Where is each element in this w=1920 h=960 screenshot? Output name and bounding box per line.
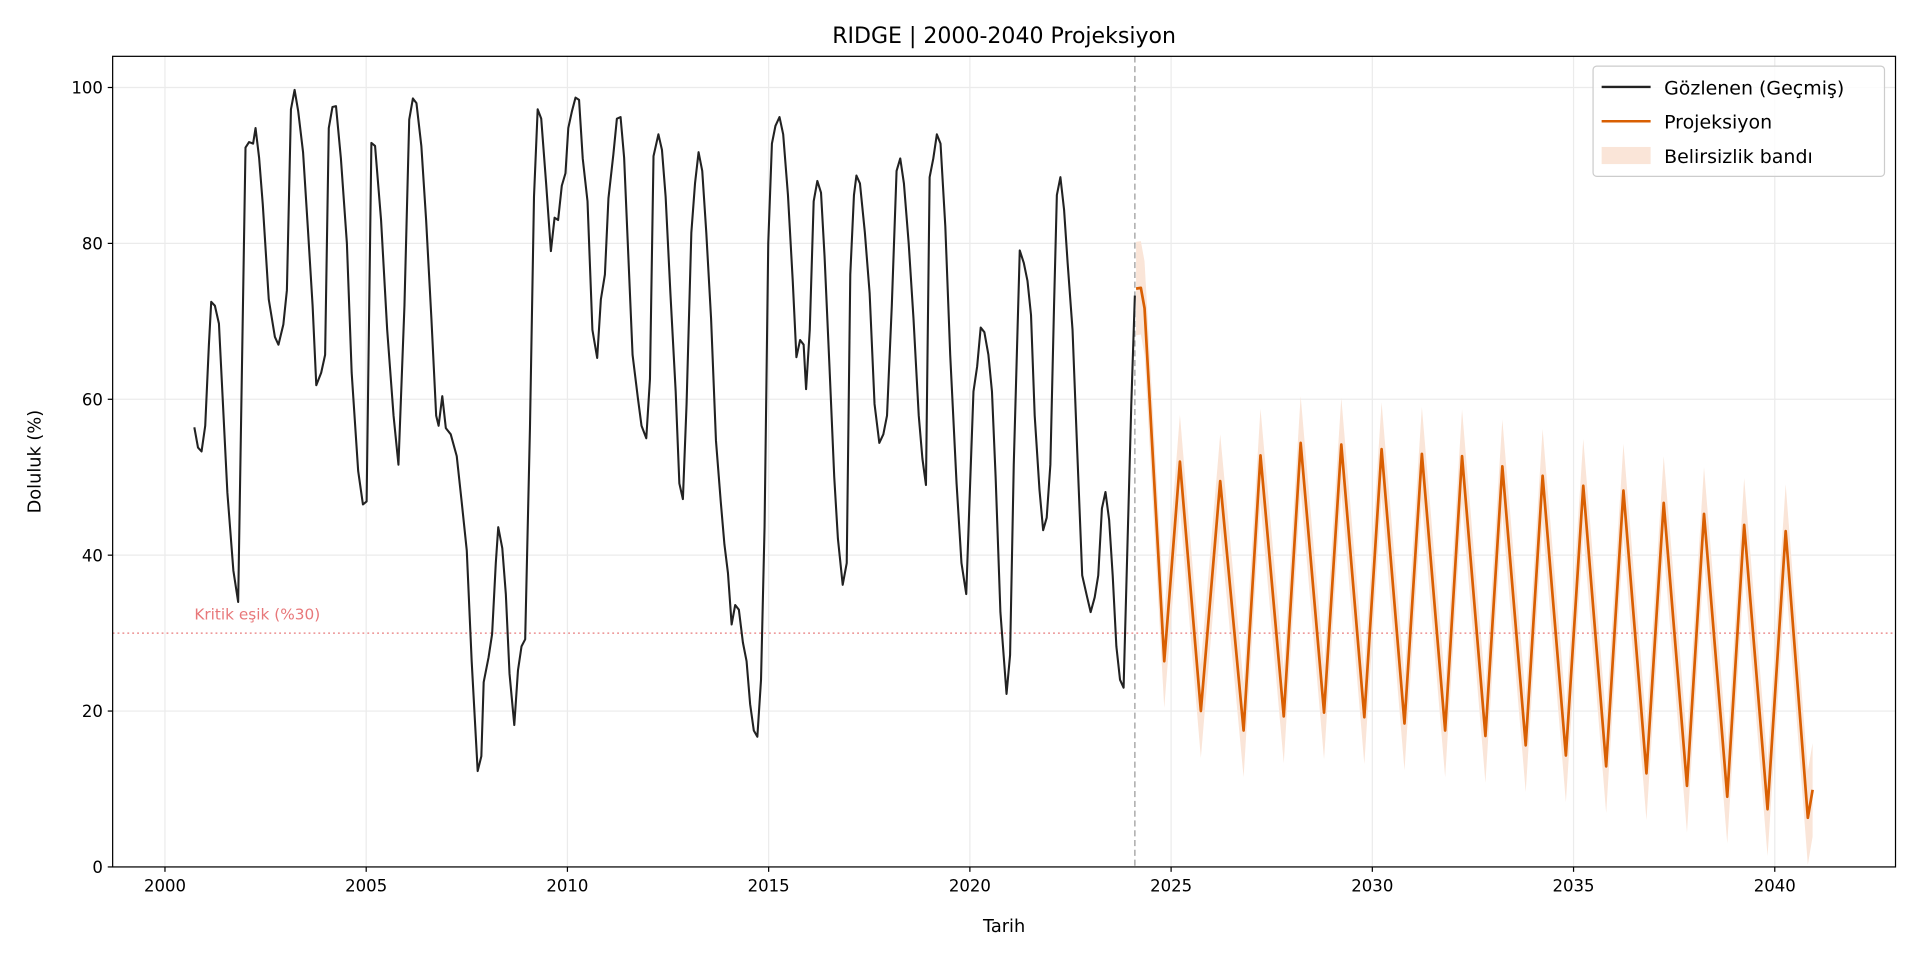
legend-band-label: Belirsizlik bandı xyxy=(1664,146,1813,168)
y-tick-label: 60 xyxy=(82,390,103,409)
x-tick-label: 2030 xyxy=(1351,876,1393,895)
x-tick-label: 2015 xyxy=(748,876,790,895)
observed-line xyxy=(193,88,1136,773)
legend-observed-label: Gözlenen (Geçmiş) xyxy=(1664,77,1844,99)
y-tick-label: 100 xyxy=(71,79,103,98)
projection-line xyxy=(1135,286,1814,820)
y-tick-label: 0 xyxy=(92,858,103,877)
chart-title: RIDGE | 2000-2040 Projeksiyon xyxy=(832,24,1176,49)
x-tick-label: 2020 xyxy=(949,876,991,895)
x-tick-label: 2000 xyxy=(144,876,186,895)
x-tick-label: 2035 xyxy=(1553,876,1595,895)
x-axis-label: Tarih xyxy=(982,917,1025,937)
y-tick-label: 40 xyxy=(82,546,103,565)
threshold: Kritik eşik (%30) xyxy=(112,56,1896,867)
x-tick-label: 2025 xyxy=(1150,876,1192,895)
axis-ticks: 2000 2005 2010 2015 2020 2025 2030 2035 20400204… xyxy=(71,79,1795,896)
legend: Gözlenen (Geçmiş) Projeksiyon Belirsizli… xyxy=(1592,65,1886,177)
threshold-label: Kritik eşik (%30) xyxy=(194,606,320,624)
uncertainty-band xyxy=(1136,241,1813,865)
uncertainty-band-area xyxy=(1136,241,1813,865)
plot-frame xyxy=(112,55,1897,868)
y-axis-label: Doluluk (%) xyxy=(25,410,45,514)
x-tick-label: 2005 xyxy=(345,876,387,895)
y-tick-label: 20 xyxy=(82,702,103,721)
legend-band-swatch xyxy=(1601,146,1651,165)
series-lines xyxy=(193,88,1814,820)
legend-projection-label: Projeksiyon xyxy=(1664,112,1772,134)
x-tick-label: 2010 xyxy=(546,876,588,895)
legend-box xyxy=(1592,65,1886,177)
y-tick-label: 80 xyxy=(82,235,103,254)
x-tick-label: 2040 xyxy=(1754,876,1796,895)
